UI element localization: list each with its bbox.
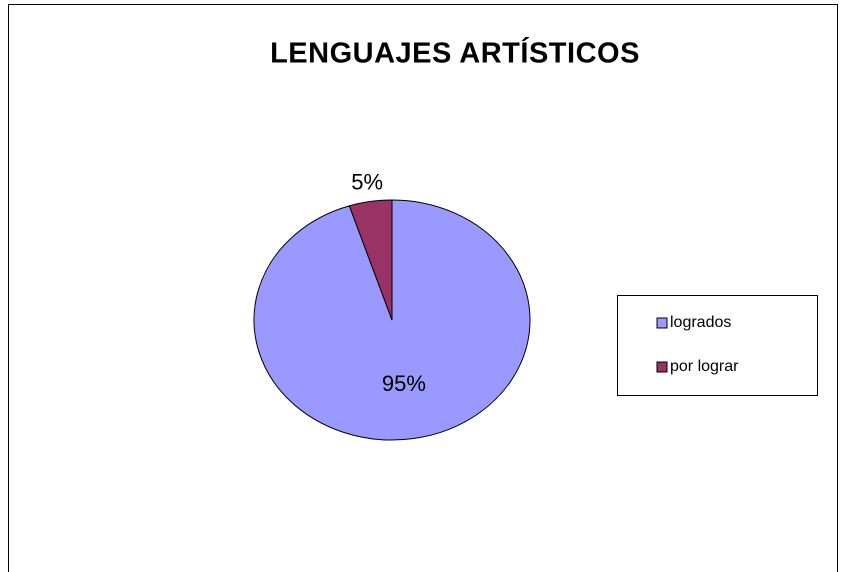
legend-label: por lograr <box>670 358 739 375</box>
legend-label: logrados <box>670 314 731 331</box>
data-label: 5% <box>351 170 383 195</box>
legend-swatch <box>656 317 668 329</box>
data-label: 95% <box>382 371 426 396</box>
legend-box <box>617 295 818 396</box>
pie-slice <box>348 199 393 321</box>
chart-title: LENGUAJES ARTÍSTICOS <box>270 36 640 70</box>
legend-swatch <box>656 361 668 373</box>
